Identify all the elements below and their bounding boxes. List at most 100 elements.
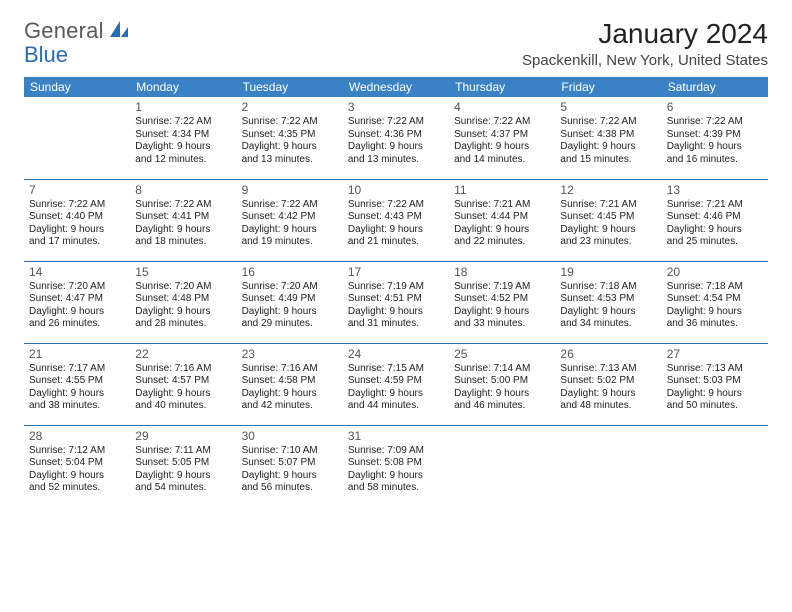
day-info-line: Daylight: 9 hours [348, 470, 444, 483]
day-cell: 21Sunrise: 7:17 AMSunset: 4:55 PMDayligh… [24, 343, 130, 425]
day-info-line: Daylight: 9 hours [454, 141, 550, 154]
day-info-line: Sunset: 4:40 PM [29, 211, 125, 224]
day-info-line: Sunset: 5:07 PM [242, 457, 338, 470]
day-number: 16 [242, 265, 338, 280]
day-info-line: Daylight: 9 hours [135, 224, 231, 237]
month-title: January 2024 [522, 18, 768, 50]
day-info-line: and 14 minutes. [454, 154, 550, 167]
day-info-line: Sunset: 4:38 PM [560, 129, 656, 142]
logo-blue-text: Blue [24, 42, 68, 68]
day-info-line: and 25 minutes. [667, 236, 763, 249]
day-info-line: Sunset: 4:47 PM [29, 293, 125, 306]
weekday-header: Saturday [662, 77, 768, 97]
day-info-line: Sunset: 4:45 PM [560, 211, 656, 224]
week-row: 1Sunrise: 7:22 AMSunset: 4:34 PMDaylight… [24, 97, 768, 179]
day-info-line: Daylight: 9 hours [348, 141, 444, 154]
day-number: 25 [454, 347, 550, 362]
day-info-line: Sunset: 4:58 PM [242, 375, 338, 388]
day-info-line: Sunset: 4:48 PM [135, 293, 231, 306]
day-info-line: Sunset: 4:35 PM [242, 129, 338, 142]
day-info-line: Daylight: 9 hours [135, 388, 231, 401]
day-info-line: and 12 minutes. [135, 154, 231, 167]
title-block: January 2024 Spackenkill, New York, Unit… [522, 18, 768, 69]
day-info-line: and 36 minutes. [667, 318, 763, 331]
day-info-line: and 13 minutes. [242, 154, 338, 167]
day-info-line: Sunset: 4:43 PM [348, 211, 444, 224]
day-info-line: Sunset: 4:53 PM [560, 293, 656, 306]
logo: General [24, 18, 132, 44]
day-number: 11 [454, 183, 550, 198]
day-info-line: Sunrise: 7:22 AM [667, 116, 763, 129]
day-info-line: and 52 minutes. [29, 482, 125, 495]
day-cell: 20Sunrise: 7:18 AMSunset: 4:54 PMDayligh… [662, 261, 768, 343]
day-info-line: Sunset: 4:57 PM [135, 375, 231, 388]
day-number: 26 [560, 347, 656, 362]
day-info-line: Sunset: 4:41 PM [135, 211, 231, 224]
day-info-line: Daylight: 9 hours [667, 224, 763, 237]
day-number: 22 [135, 347, 231, 362]
day-info-line: Sunset: 4:55 PM [29, 375, 125, 388]
day-info-line: Daylight: 9 hours [29, 388, 125, 401]
day-info-line: and 15 minutes. [560, 154, 656, 167]
day-info-line: and 54 minutes. [135, 482, 231, 495]
day-cell: 3Sunrise: 7:22 AMSunset: 4:36 PMDaylight… [343, 97, 449, 179]
day-info-line: Sunrise: 7:14 AM [454, 363, 550, 376]
weekday-header: Tuesday [237, 77, 343, 97]
day-info-line: Daylight: 9 hours [135, 141, 231, 154]
day-info-line: Sunrise: 7:12 AM [29, 445, 125, 458]
day-number: 24 [348, 347, 444, 362]
day-info-line: Daylight: 9 hours [29, 470, 125, 483]
day-info-line: Daylight: 9 hours [29, 224, 125, 237]
day-info-line: Daylight: 9 hours [242, 224, 338, 237]
week-row: 7Sunrise: 7:22 AMSunset: 4:40 PMDaylight… [24, 179, 768, 261]
day-info-line: Sunset: 4:42 PM [242, 211, 338, 224]
week-row: 28Sunrise: 7:12 AMSunset: 5:04 PMDayligh… [24, 425, 768, 507]
day-info-line: Sunset: 4:36 PM [348, 129, 444, 142]
day-cell: 23Sunrise: 7:16 AMSunset: 4:58 PMDayligh… [237, 343, 343, 425]
day-info-line: Daylight: 9 hours [242, 306, 338, 319]
day-info-line: Sunrise: 7:22 AM [348, 116, 444, 129]
day-info-line: Daylight: 9 hours [454, 388, 550, 401]
day-number: 27 [667, 347, 763, 362]
day-info-line: Sunrise: 7:22 AM [560, 116, 656, 129]
day-info-line: Sunset: 5:02 PM [560, 375, 656, 388]
day-info-line: and 44 minutes. [348, 400, 444, 413]
day-cell: 26Sunrise: 7:13 AMSunset: 5:02 PMDayligh… [555, 343, 661, 425]
day-info-line: and 56 minutes. [242, 482, 338, 495]
day-number: 23 [242, 347, 338, 362]
day-info-line: and 26 minutes. [29, 318, 125, 331]
day-cell [449, 425, 555, 507]
day-number: 29 [135, 429, 231, 444]
day-number: 17 [348, 265, 444, 280]
day-cell: 31Sunrise: 7:09 AMSunset: 5:08 PMDayligh… [343, 425, 449, 507]
day-info-line: Sunset: 4:34 PM [135, 129, 231, 142]
day-cell: 12Sunrise: 7:21 AMSunset: 4:45 PMDayligh… [555, 179, 661, 261]
day-info-line: Daylight: 9 hours [667, 306, 763, 319]
day-info-line: and 31 minutes. [348, 318, 444, 331]
day-cell [24, 97, 130, 179]
day-info-line: Sunset: 5:00 PM [454, 375, 550, 388]
day-info-line: Daylight: 9 hours [135, 306, 231, 319]
day-cell: 7Sunrise: 7:22 AMSunset: 4:40 PMDaylight… [24, 179, 130, 261]
day-number: 5 [560, 100, 656, 115]
day-number: 4 [454, 100, 550, 115]
day-info-line: Daylight: 9 hours [135, 470, 231, 483]
day-number: 12 [560, 183, 656, 198]
day-info-line: Sunrise: 7:22 AM [242, 116, 338, 129]
day-info-line: Daylight: 9 hours [348, 224, 444, 237]
day-info-line: Sunrise: 7:21 AM [667, 199, 763, 212]
day-cell: 25Sunrise: 7:14 AMSunset: 5:00 PMDayligh… [449, 343, 555, 425]
day-info-line: and 21 minutes. [348, 236, 444, 249]
day-cell: 22Sunrise: 7:16 AMSunset: 4:57 PMDayligh… [130, 343, 236, 425]
day-info-line: Sunset: 5:04 PM [29, 457, 125, 470]
day-info-line: Daylight: 9 hours [667, 141, 763, 154]
day-info-line: Sunrise: 7:20 AM [29, 281, 125, 294]
day-info-line: and 40 minutes. [135, 400, 231, 413]
logo-sail-icon [108, 19, 130, 44]
day-cell: 28Sunrise: 7:12 AMSunset: 5:04 PMDayligh… [24, 425, 130, 507]
day-cell: 14Sunrise: 7:20 AMSunset: 4:47 PMDayligh… [24, 261, 130, 343]
day-number: 15 [135, 265, 231, 280]
day-info-line: Sunset: 4:54 PM [667, 293, 763, 306]
day-info-line: Sunset: 4:59 PM [348, 375, 444, 388]
day-info-line: Sunrise: 7:21 AM [454, 199, 550, 212]
